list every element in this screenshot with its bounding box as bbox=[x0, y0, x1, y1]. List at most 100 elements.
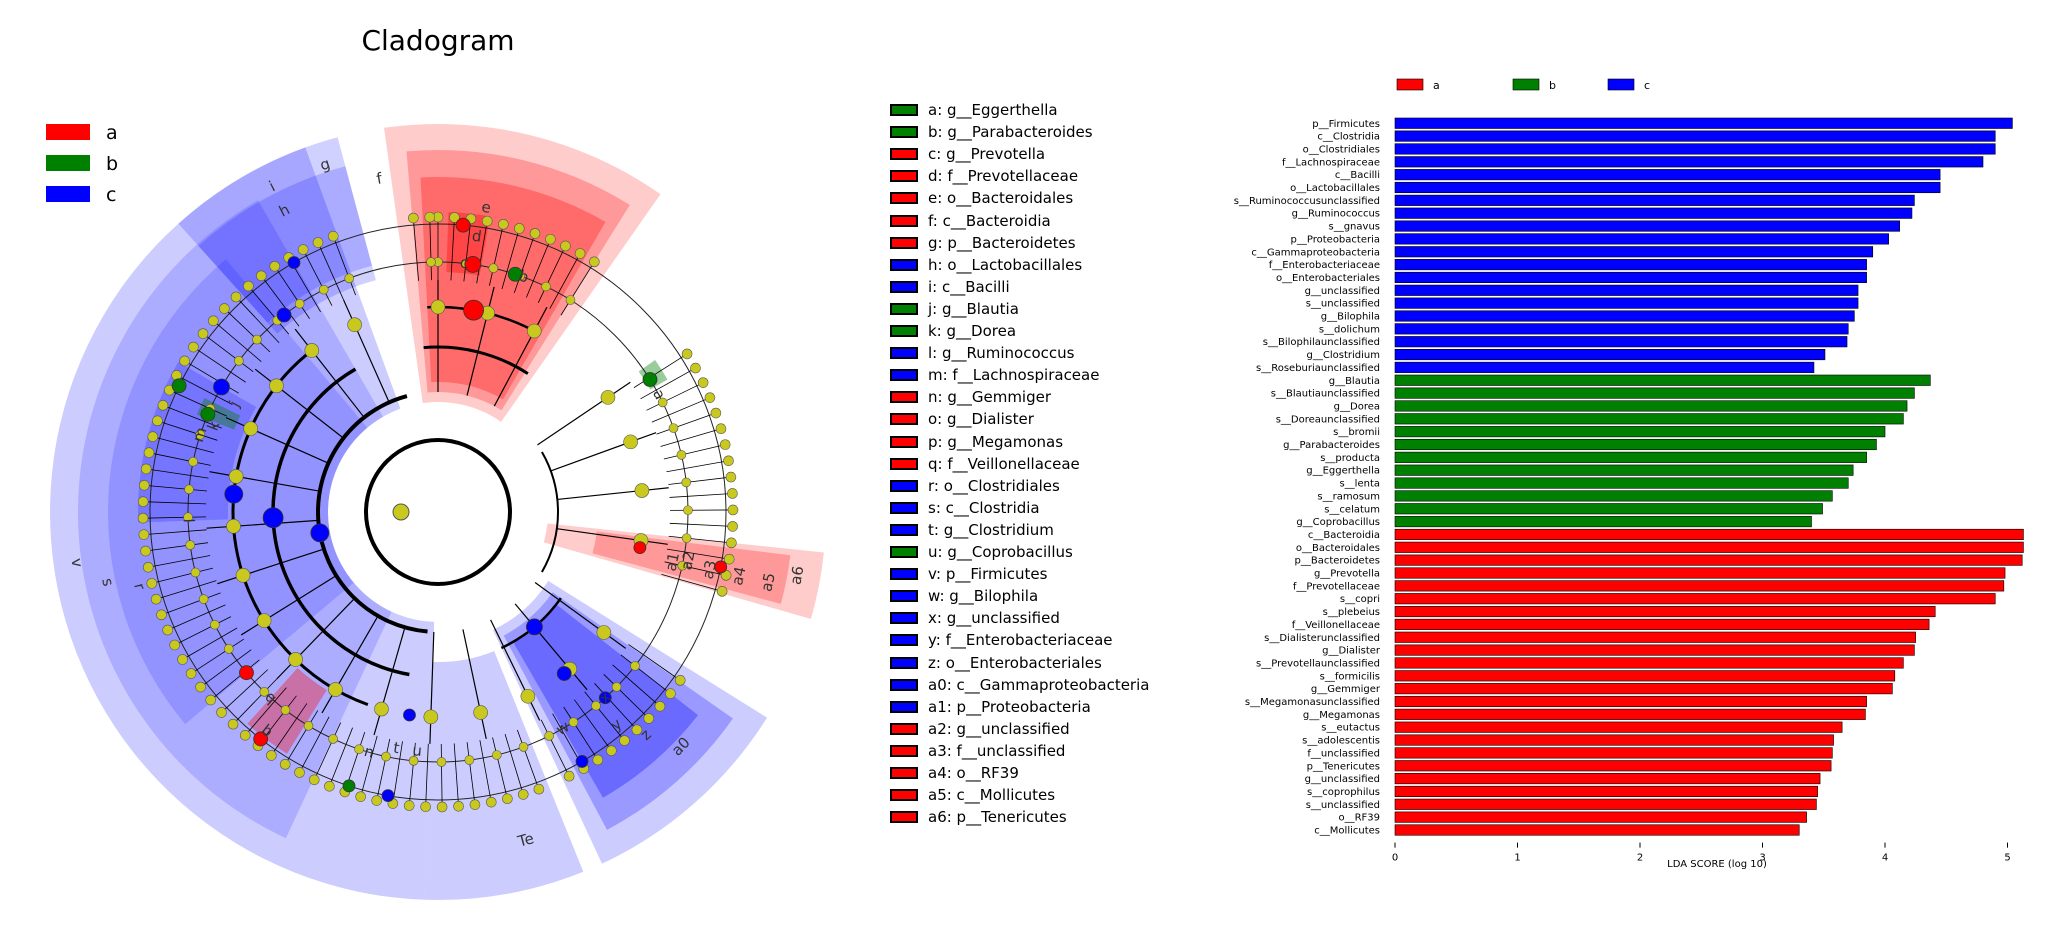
leaf-node bbox=[179, 355, 190, 367]
lda-bar bbox=[1394, 695, 1867, 708]
mid-node bbox=[657, 397, 668, 408]
lda-bar bbox=[1394, 271, 1867, 284]
tree-spoke-inner bbox=[534, 582, 627, 649]
tree-spoke bbox=[271, 703, 308, 756]
clade-letter-label: a6 bbox=[786, 564, 807, 586]
mid-node bbox=[234, 356, 244, 366]
leaf-node bbox=[195, 681, 206, 693]
leaf-node bbox=[205, 694, 216, 706]
inner-node bbox=[526, 323, 542, 339]
leaf-node bbox=[294, 767, 305, 778]
leaf-node bbox=[371, 795, 382, 806]
key-item-a6: a6: p__Tenericutes bbox=[890, 807, 1067, 827]
lda-bar bbox=[1394, 387, 1915, 399]
leaf-node bbox=[147, 431, 159, 442]
mid-node bbox=[408, 756, 419, 766]
lda-bar bbox=[1394, 233, 1889, 245]
key-item-x: x: g__unclassified bbox=[890, 608, 1060, 628]
lda-bar-label: f__Lachnospiraceae bbox=[1282, 157, 1380, 168]
key-item-a: a: g__Eggerthella bbox=[890, 100, 1058, 120]
key-label: j: g__Blautia bbox=[928, 299, 1019, 318]
tree-spoke bbox=[213, 320, 262, 362]
lda-x-axis: 0 1 2 3 4 5 bbox=[1392, 842, 2011, 864]
tree-spoke-inner bbox=[206, 519, 319, 529]
leaf-node bbox=[560, 240, 571, 252]
lda-bar bbox=[1394, 169, 1941, 181]
tree-spoke bbox=[167, 604, 226, 631]
lda-bar bbox=[1394, 708, 1866, 720]
key-item-q: q: f__Veillonellaceae bbox=[890, 454, 1080, 474]
key-label: a1: p__Proteobacteria bbox=[928, 697, 1091, 716]
leaf-node bbox=[681, 348, 693, 360]
biomarker-node bbox=[262, 507, 284, 529]
leaf-node bbox=[449, 212, 460, 223]
leaf-node bbox=[150, 593, 162, 605]
biomarker-node bbox=[455, 217, 471, 233]
clade-letter-label: l bbox=[180, 518, 198, 523]
tree-spoke bbox=[161, 592, 221, 616]
tree-spoke bbox=[603, 674, 650, 719]
clade-sector-tenericutes bbox=[543, 523, 824, 619]
lda-bar-label: s__Doreaunclassified bbox=[1276, 414, 1380, 425]
clade-letter-label: t bbox=[392, 738, 401, 757]
leaf-node bbox=[312, 237, 324, 248]
tree-spoke bbox=[332, 236, 356, 296]
lda-x-tick-label: 3 bbox=[1759, 853, 1765, 864]
key-label: a2: g__unclassified bbox=[928, 719, 1070, 738]
tree-spoke bbox=[628, 644, 681, 681]
legend-swatch-b bbox=[46, 155, 90, 171]
lda-bar-label: o__Clostridiales bbox=[1303, 144, 1380, 155]
key-swatch bbox=[890, 722, 918, 735]
leaf-node bbox=[216, 707, 227, 718]
tree-spoke bbox=[666, 460, 729, 473]
tree-spoke bbox=[646, 382, 704, 411]
inner-node bbox=[288, 652, 303, 667]
leaf-node bbox=[324, 780, 335, 792]
mid-node bbox=[381, 751, 391, 762]
key-swatch bbox=[890, 568, 918, 581]
key-swatch bbox=[890, 811, 918, 824]
leaf-node bbox=[403, 800, 415, 811]
lda-bar bbox=[1394, 811, 1807, 823]
inner-node bbox=[235, 568, 251, 583]
leaf-node bbox=[243, 280, 254, 292]
key-item-a4: a4: o__RF39 bbox=[890, 763, 1019, 783]
tree-spoke bbox=[669, 522, 733, 527]
clade-sector-bacteroidales bbox=[420, 177, 606, 400]
inner-node bbox=[256, 613, 272, 628]
tree-spoke bbox=[463, 218, 472, 282]
key-item-v: v: p__Firmicutes bbox=[890, 564, 1047, 584]
lda-legend: a b c bbox=[1396, 78, 1650, 92]
lda-bar-label: c__Mollicutes bbox=[1314, 826, 1380, 837]
key-item-p: p: g__Megamonas bbox=[890, 432, 1063, 452]
mid-node bbox=[259, 687, 270, 697]
tree-spoke bbox=[169, 389, 227, 417]
lda-bar-label: s__Dialisterunclassified bbox=[1264, 633, 1380, 644]
leaf-node bbox=[697, 377, 709, 388]
lda-bar-label: s__adolescentis bbox=[1302, 736, 1380, 747]
clade-letter-label: u bbox=[412, 741, 423, 760]
lda-bar bbox=[1394, 207, 1913, 219]
lda-bar bbox=[1394, 156, 1984, 168]
tree-spoke bbox=[668, 535, 732, 544]
clade-key-list: a: g__Eggerthella b: g__Parabacteroides c:… bbox=[890, 100, 1190, 840]
key-label: w: g__Bilophila bbox=[928, 587, 1039, 606]
lda-bar-label: p__Tenericutes bbox=[1307, 761, 1380, 772]
lda-legend-label: a bbox=[1433, 79, 1440, 92]
leaf-node bbox=[137, 496, 149, 508]
tree-spoke bbox=[612, 664, 661, 707]
leaf-node bbox=[162, 624, 173, 636]
tree-spoke bbox=[450, 217, 455, 281]
mid-node bbox=[668, 423, 679, 433]
tree-spoke bbox=[200, 649, 252, 688]
lda-x-tick-label: 0 bbox=[1392, 853, 1398, 864]
mid-node bbox=[676, 450, 687, 460]
lda-bar-label: g__Dialister bbox=[1322, 646, 1381, 657]
tree-spoke bbox=[221, 669, 269, 713]
key-item-d: d: f__Prevotellaceae bbox=[890, 166, 1078, 186]
biomarker-node bbox=[463, 299, 484, 321]
leaf-node bbox=[654, 701, 666, 712]
key-swatch bbox=[890, 590, 918, 603]
tree-spoke-inner bbox=[550, 432, 657, 472]
lda-bar bbox=[1394, 336, 1848, 348]
